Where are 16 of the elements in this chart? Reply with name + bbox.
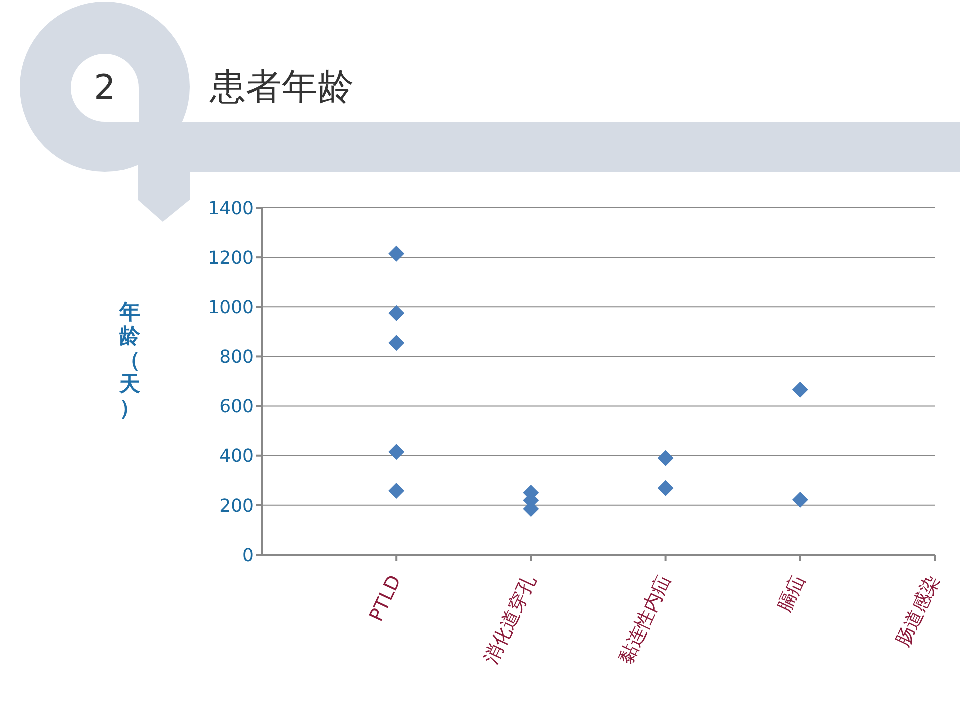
x-tick-label: 黏连性内疝 [614, 572, 676, 668]
x-tick-label: PTLD [365, 572, 406, 626]
y-tick-label: 600 [220, 396, 254, 418]
y-tick-label: 200 [220, 496, 254, 517]
chart-title: 患者年龄 [210, 66, 354, 110]
y-tick-label: 0 [242, 545, 254, 566]
text: 2 [93, 68, 117, 108]
y-tick-label: 1400 [208, 198, 254, 220]
x-tick-label: 消化道穿孔 [480, 572, 540, 668]
y-axis-title: 年龄（天） [118, 300, 142, 420]
y-tick-label: 1200 [208, 248, 254, 269]
x-tick-label: 肠道感染 [892, 572, 944, 650]
x-tick-label: 膈疝 [774, 572, 810, 616]
y-tick-label: 400 [220, 446, 254, 468]
y-tick-label: 800 [220, 347, 254, 368]
y-tick-label: 1000 [208, 298, 254, 319]
